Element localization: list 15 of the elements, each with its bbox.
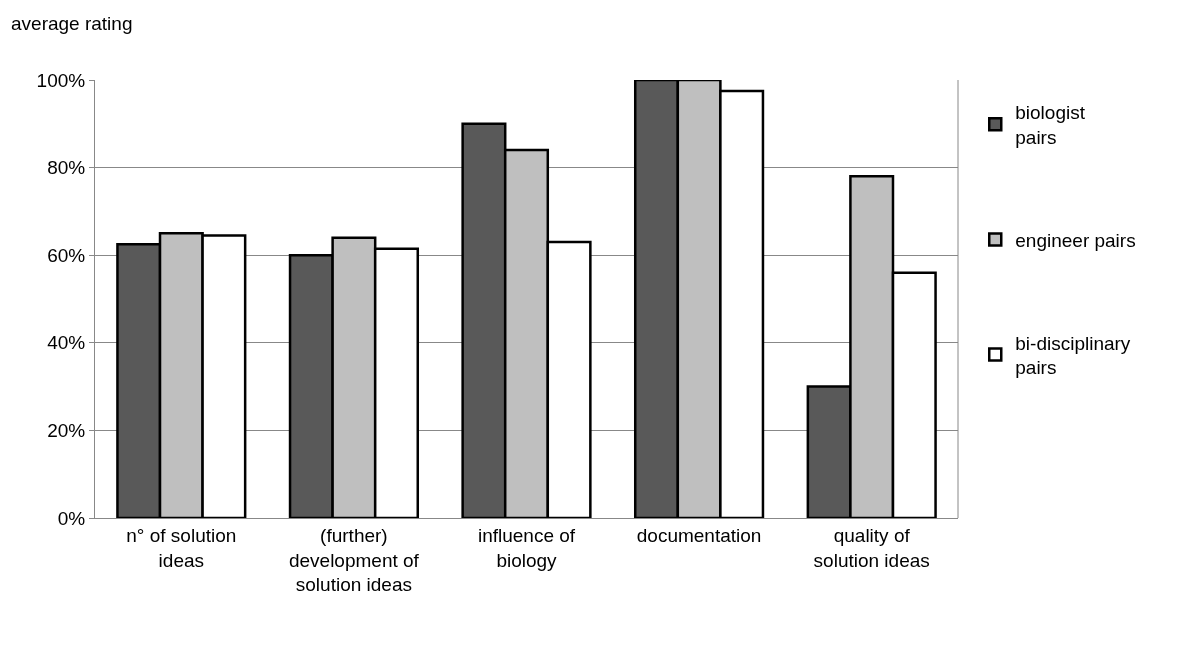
y-tick-label: 100% <box>36 69 86 91</box>
y-tick-label: 40% <box>47 332 86 354</box>
y-tick-label: 60% <box>47 244 86 266</box>
x-tick-label: (further) development of solution ideas <box>288 524 420 596</box>
y-tick-label: 0% <box>57 507 86 529</box>
y-tick-label: 20% <box>47 420 86 442</box>
x-tick-label: documentation <box>636 524 762 546</box>
x-tick-label: influence of biology <box>477 524 576 571</box>
legend-label: bi-disciplinary pairs <box>1015 332 1131 379</box>
legend-label: engineer pairs <box>1015 229 1136 251</box>
y-axis-title: average rating <box>11 13 133 34</box>
x-tick-label: n° of solution ideas <box>126 524 237 571</box>
y-tick-label: 80% <box>47 157 86 179</box>
legend-label: biologist pairs <box>1015 102 1086 149</box>
x-tick-label: quality of solution ideas <box>813 524 930 571</box>
